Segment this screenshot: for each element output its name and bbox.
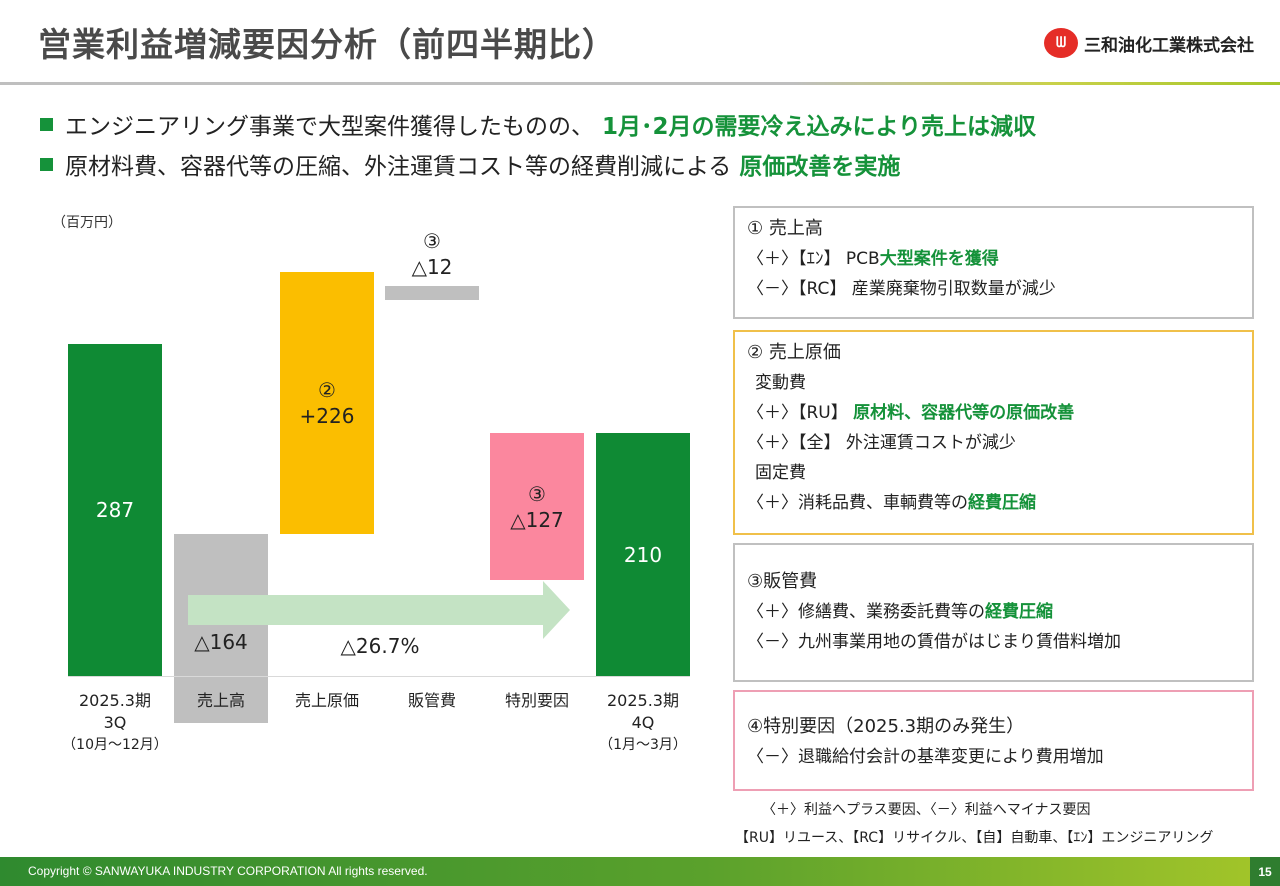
chart-bar-3: [385, 286, 479, 301]
chart-bar-label-0: 287: [68, 497, 162, 523]
chart-bar-1: [174, 533, 268, 724]
chart-bar-5: [596, 433, 690, 676]
page-title: 営業利益増減要因分析（前四半期比）: [38, 25, 616, 64]
box-sga-title: ③販管費: [747, 571, 818, 592]
chart-bar-4: [490, 433, 584, 580]
bullet-square-icon: [40, 117, 53, 131]
chart-bar-value-4: △127: [510, 507, 564, 532]
bullet-2-text: 原材料費、容器代等の圧縮、外注運賃コスト等の経費削減による: [65, 154, 732, 180]
chart-category-0: 2025.3期 3Q （10月～12月）: [62, 691, 168, 753]
bullet-1-highlight: 1月･2月の需要冷え込みにより売上は減収: [602, 114, 1037, 140]
copyright-text: Copyright © SANWAYUKA INDUSTRY CORPORATI…: [28, 864, 428, 878]
box-cost-line-2: 〈＋〉【全】 外注運賃コストが減少: [747, 433, 1016, 453]
trend-arrow-icon: [188, 581, 570, 639]
logo-mark-icon: ᗯ: [1044, 28, 1078, 58]
bullet-2-highlight: 原価改善を実施: [739, 154, 901, 180]
bullet-2: 原材料費、容器代等の圧縮、外注運賃コスト等の経費削減による 原価改善を実施: [40, 147, 900, 181]
chart-bar-label-3: ③ △12: [385, 228, 479, 280]
chart-bar-0: [68, 344, 162, 676]
chart-category-5: 2025.3期 4Q （1月～3月）: [599, 691, 687, 753]
chart-bar-label-5: 210: [596, 542, 690, 568]
bullet-1: エンジニアリング事業で大型案件獲得したものの、 1月･2月の需要冷え込みにより売上…: [40, 107, 1036, 141]
box-cost-line-1: 〈＋〉【RU】 原材料、容器代等の原価改善: [747, 403, 1075, 423]
chart-bar-value-3: △12: [411, 255, 453, 280]
box-cost-of-sales: ② 売上原価 変動費 〈＋〉【RU】 原材料、容器代等の原価改善 〈＋〉【全】 …: [733, 330, 1254, 535]
box-sales-title: ① 売上高: [747, 218, 823, 239]
box-sales: ① 売上高 〈＋〉【ｴﾝ】 PCB大型案件を獲得 〈－〉【RC】 産業廃棄物引取…: [733, 206, 1254, 319]
chart-bar-value-0: 287: [95, 498, 135, 522]
box-special-factor: ④特別要因（2025.3期のみ発生） 〈－〉退職給付会計の基準変更により費用増加: [733, 690, 1254, 791]
header-divider: [0, 82, 1280, 85]
box-sga-line-2: 〈－〉九州事業用地の賃借がはじまり賃借料増加: [747, 632, 1121, 652]
bullet-square-icon: [40, 157, 53, 171]
page-number: 15: [1250, 857, 1280, 886]
box-cost-variable-label: 変動費: [755, 373, 806, 393]
box-sales-line-1: 〈＋〉【ｴﾝ】 PCB大型案件を獲得: [747, 249, 999, 269]
company-logo: ᗯ 三和油化工業株式会社: [1044, 28, 1254, 58]
legend-note-abbrev: 【RU】リユース、【RC】リサイクル、【自】自動車、【ｴﾝ】エンジニアリング: [735, 830, 1214, 846]
chart-category-4: 特別要因: [504, 691, 569, 710]
chart-category-2: 売上原価: [294, 691, 359, 710]
box-sga-line-1: 〈＋〉修繕費、業務委託費等の経費圧縮: [747, 602, 1053, 622]
trend-arrow-shape: [188, 581, 570, 639]
legend-note-sign: 〈＋〉利益へプラス要因、〈－〉利益へマイナス要因: [762, 802, 1091, 818]
chart-bar-marker-3: ③: [423, 229, 441, 254]
box-sga: ③販管費 〈＋〉修繕費、業務委託費等の経費圧縮 〈－〉九州事業用地の賃借がはじま…: [733, 543, 1254, 682]
chart-bar-marker-4: ③: [528, 481, 546, 506]
box-cost-fixed-label: 固定費: [755, 463, 806, 483]
chart-bar-value-1: △164: [194, 629, 248, 654]
company-name: 三和油化工業株式会社: [1084, 35, 1254, 56]
box-cost-title: ② 売上原価: [747, 342, 841, 363]
chart-bar-2: [280, 272, 374, 534]
chart-unit-label: （百万円）: [52, 215, 122, 231]
box-cost-line-3: 〈＋〉消耗品費、車輌費等の経費圧縮: [747, 493, 1036, 513]
chart-category-1: 売上高: [196, 691, 245, 710]
chart-bar-label-4: ③ △127: [490, 481, 584, 533]
box-special-line-1: 〈－〉退職給付会計の基準変更により費用増加: [747, 747, 1104, 767]
chart-bar-value-5: 210: [623, 542, 663, 567]
footer-bar: Copyright © SANWAYUKA INDUSTRY CORPORATI…: [0, 857, 1280, 886]
change-rate-label: △26.7%: [340, 634, 420, 658]
bullet-1-text: エンジニアリング事業で大型案件獲得したものの、: [65, 114, 594, 140]
chart-bar-value-2: +226: [299, 403, 355, 428]
chart-axis: [68, 676, 690, 677]
chart-bar-marker-2: ②: [318, 377, 336, 402]
box-special-title: ④特別要因（2025.3期のみ発生）: [747, 716, 1025, 737]
box-sales-line-2: 〈－〉【RC】 産業廃棄物引取数量が減少: [747, 279, 1056, 299]
chart-category-3: 販管費: [407, 691, 456, 710]
chart-bar-label-2: ② +226: [280, 377, 374, 429]
